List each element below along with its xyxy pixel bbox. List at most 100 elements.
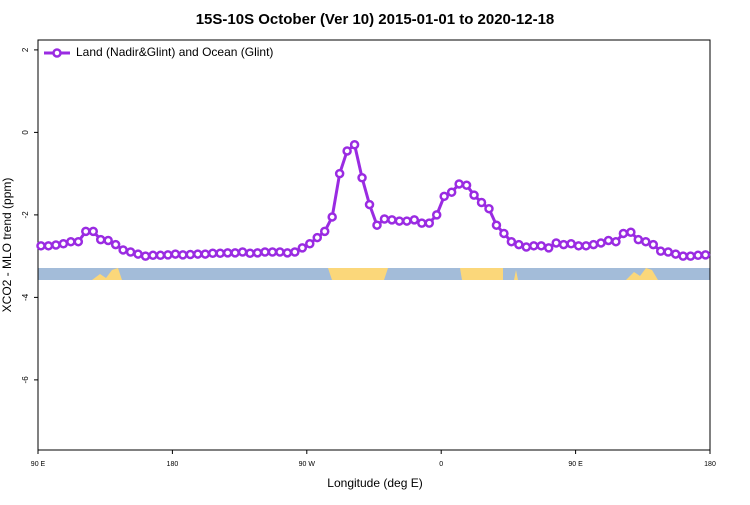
- data-point: [573, 241, 584, 251]
- data-point: [312, 232, 323, 243]
- data-point: [342, 146, 352, 156]
- data-point: [118, 245, 128, 255]
- data-point: [454, 179, 464, 189]
- x-tick-label: 180: [704, 461, 716, 468]
- y-tick-label: 0: [21, 130, 30, 135]
- data-point: [529, 241, 539, 251]
- data-point: [178, 250, 188, 260]
- data-point: [431, 210, 442, 220]
- data-point: [282, 248, 293, 258]
- data-point: [305, 239, 315, 249]
- y-tick-label: 2: [21, 47, 30, 52]
- data-point: [237, 247, 248, 257]
- y-axis-label: XCO2 - MLO trend (ppm): [0, 178, 14, 313]
- data-point: [461, 180, 472, 190]
- data-point: [581, 241, 591, 251]
- data-point: [36, 241, 46, 251]
- y-tick-label: -6: [21, 376, 30, 384]
- data-point: [514, 239, 524, 250]
- data-point: [319, 226, 330, 237]
- x-tick-label: 180: [167, 461, 179, 468]
- data-point: [51, 240, 61, 250]
- data-point: [207, 248, 218, 258]
- data-point: [290, 247, 300, 257]
- data-point: [446, 187, 457, 197]
- data-point: [110, 239, 121, 250]
- data-point: [88, 226, 99, 237]
- data-point: [409, 215, 420, 225]
- chart-title: 15S-10S October (Ver 10) 2015-01-01 to 2…: [196, 11, 555, 28]
- data-point: [81, 226, 91, 237]
- data-point: [275, 247, 285, 257]
- data-point: [506, 236, 517, 247]
- data-point: [260, 247, 270, 257]
- land-band: [328, 268, 388, 280]
- data-point: [499, 228, 509, 239]
- data-point: [170, 249, 181, 259]
- data-point: [215, 248, 225, 258]
- data-point: [693, 250, 703, 261]
- data-point: [685, 251, 696, 261]
- data-point: [648, 239, 659, 250]
- data-point: [334, 168, 345, 179]
- data-point: [603, 235, 614, 246]
- data-point: [185, 249, 196, 260]
- data-point: [200, 249, 211, 259]
- data-point: [394, 216, 405, 226]
- data-point: [521, 242, 532, 252]
- data-point: [670, 249, 681, 259]
- data-point: [596, 238, 606, 248]
- data-point: [439, 191, 449, 202]
- data-point: [491, 220, 502, 230]
- data-point: [387, 215, 397, 225]
- data-point: [424, 218, 435, 228]
- data-point: [245, 248, 255, 258]
- data-point: [402, 216, 412, 226]
- data-point: [678, 251, 688, 261]
- data-point: [125, 247, 136, 257]
- data-point: [469, 190, 479, 200]
- data-point: [297, 243, 308, 253]
- data-point: [66, 236, 76, 247]
- data-point: [558, 239, 569, 250]
- data-point: [364, 199, 375, 210]
- data-point: [417, 218, 427, 228]
- land-band: [514, 270, 518, 280]
- data-point: [618, 228, 629, 239]
- data-point: [379, 214, 390, 224]
- legend-label: Land (Nadir&Glint) and Ocean (Glint): [76, 45, 273, 59]
- data-point: [222, 248, 233, 258]
- data-point: [588, 239, 599, 250]
- data-point: [349, 140, 360, 150]
- data-point: [633, 234, 644, 245]
- y-tick-label: -4: [21, 293, 30, 301]
- data-point: [641, 236, 651, 247]
- data-point: [566, 239, 576, 249]
- x-tick-label: 90 E: [31, 461, 46, 468]
- data-point: [73, 236, 84, 247]
- data-point: [357, 173, 367, 183]
- land-band: [626, 268, 658, 280]
- data-point: [58, 239, 69, 249]
- y-tick-label: -2: [21, 211, 30, 219]
- data-point: [133, 249, 143, 259]
- data-point: [543, 243, 554, 253]
- data-point: [148, 250, 158, 261]
- data-point: [230, 248, 240, 258]
- data-point: [611, 236, 621, 247]
- data-point: [155, 250, 166, 261]
- data-point: [484, 203, 494, 214]
- x-tick-label: 90 E: [568, 461, 583, 468]
- data-point: [655, 246, 666, 256]
- land-mask: [38, 268, 710, 280]
- data-point: [193, 249, 203, 259]
- data-point: [140, 251, 151, 261]
- data-point: [43, 241, 54, 251]
- data-point: [163, 250, 173, 260]
- data-point: [536, 241, 547, 251]
- x-tick-label: 90 W: [299, 461, 316, 468]
- data-point: [103, 235, 113, 246]
- data-point: [476, 197, 487, 208]
- data-point: [700, 250, 711, 260]
